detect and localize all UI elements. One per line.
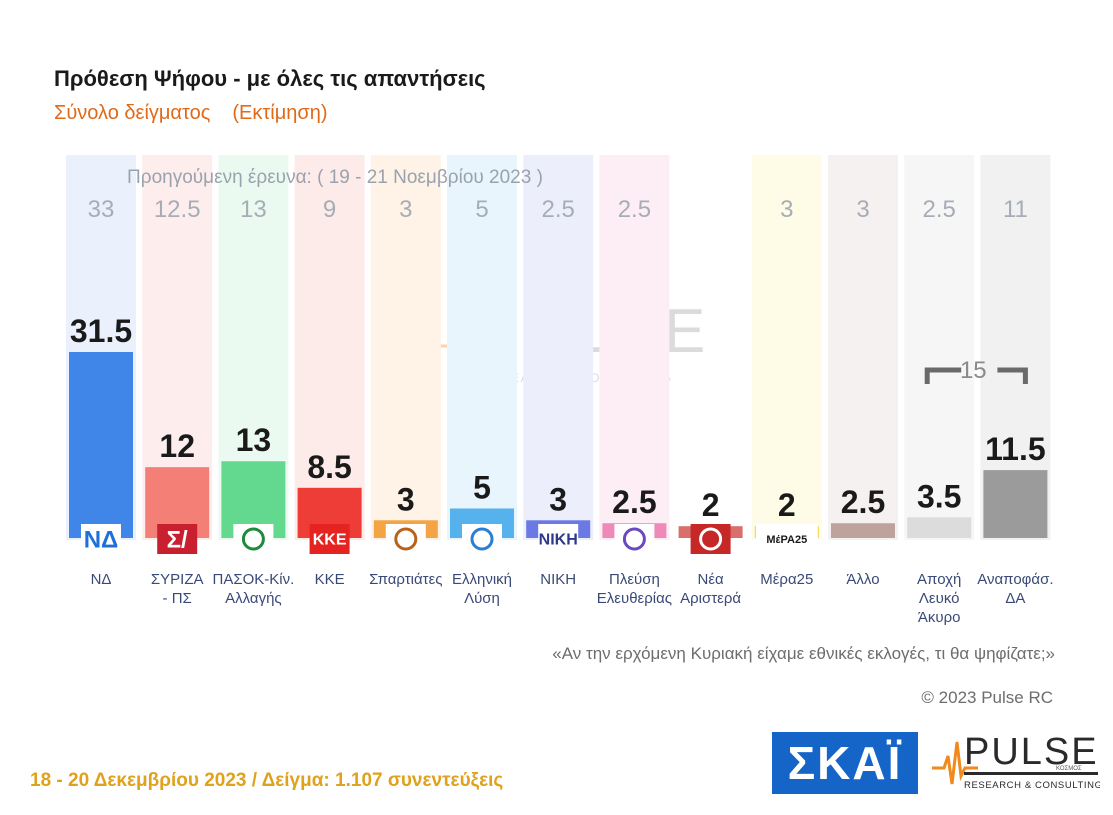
previous-value-label: 13 (240, 196, 267, 223)
column-background (904, 155, 975, 540)
category-label: Ελληνική (452, 571, 512, 588)
category-label: Αλλαγής (225, 590, 282, 607)
data-label: 3 (549, 481, 567, 517)
previous-value-label: 11 (1003, 196, 1028, 223)
previous-value-label: 3 (780, 196, 793, 223)
pasok-sun-icon-shape (241, 527, 265, 551)
subtitle-left: Σύνολο δείγματος (54, 102, 211, 124)
category-label: Μέρα25 (760, 571, 813, 588)
data-label: 2 (702, 487, 720, 523)
chart-title: Πρόθεση Ψήφου - με όλες τις απαντήσεις (54, 66, 486, 91)
skai-logo-text: ΣΚΑΪ (787, 737, 903, 789)
previous-value-label: 9 (323, 196, 336, 223)
data-label: 11.5 (985, 431, 1046, 467)
kke-logo-icon-text: ΚΚΕ (313, 532, 347, 549)
ship-icon-shape (622, 527, 646, 551)
kke-logo-icon (309, 524, 350, 554)
data-label: 8.5 (307, 449, 351, 485)
previous-survey-label: Προηγούμενη έρευνα: ( 19 - 21 Νοεμβρίου … (127, 167, 543, 188)
pulse-logo: PULSE ΚΟΣΜΟΣ RESEARCH & CONSULTING (932, 731, 1100, 791)
subtitle-right: (Εκτίμηση) (232, 102, 328, 124)
category-label: Νέα (697, 571, 724, 588)
category-label: ΠΑΣΟΚ-Κίν. (213, 571, 295, 588)
pulse-logo-tiny: ΚΟΣΜΟΣ (1056, 766, 1082, 772)
category-label: Άκυρο (918, 609, 961, 626)
mera25-logo-icon (755, 524, 818, 554)
bar (983, 470, 1048, 538)
category-label: Λύση (464, 590, 500, 607)
previous-value-label: 3 (399, 196, 412, 223)
column-background (751, 155, 822, 540)
category-label: - ΠΣ (163, 590, 192, 607)
category-label: Άλλο (846, 571, 879, 588)
category-label: Λευκό (919, 590, 960, 607)
syriza-logo-icon-text: Σ/ (167, 527, 188, 554)
nea-aristera-logo-icon-shape (699, 527, 723, 551)
bar (831, 523, 895, 538)
pulse-logo-sub: RESEARCH & CONSULTING (964, 780, 1100, 791)
column-background (828, 155, 898, 540)
column-background (447, 155, 517, 540)
pulse-logo-main: PULSE (964, 731, 1099, 773)
pulse-logo-underline (964, 772, 1098, 775)
category-label: Πλεύση (609, 571, 660, 588)
data-label: 12 (159, 428, 195, 464)
previous-value-label: 5 (475, 196, 488, 223)
category-label: Αριστερά (680, 590, 741, 607)
category-label: Ελευθερίας (597, 590, 672, 607)
bracket-left (924, 367, 962, 384)
bar (69, 352, 133, 538)
previous-value-label: 12.5 (154, 196, 201, 223)
bracket-right (997, 367, 1028, 384)
category-label: ΚΚΕ (315, 571, 345, 588)
category-label: Σπαρτιάτες (369, 571, 442, 588)
data-label: 2.5 (841, 484, 885, 520)
copyright-note: © 2023 Pulse RC (921, 688, 1053, 707)
previous-value-label: 2.5 (618, 196, 651, 223)
category-label: Αποχή (917, 571, 961, 588)
pulse-wave-icon (932, 741, 978, 785)
data-label: 3.5 (917, 478, 961, 514)
nd-logo-icon-text: ΝΔ (84, 527, 119, 554)
niki-logo-icon (538, 524, 579, 554)
chart-subtitle: Σύνολο δείγματος (Εκτίμηση) (54, 102, 328, 125)
data-label: 13 (236, 422, 272, 458)
data-label: 31.5 (70, 313, 132, 349)
compass-icon-shape (470, 527, 494, 551)
column-background (370, 155, 441, 540)
category-label: ΝΙΚΗ (540, 571, 576, 588)
data-label: 2 (778, 487, 796, 523)
category-label: ΔΑ (1005, 590, 1025, 607)
category-label: ΣΥΡΙΖΑ (151, 571, 204, 588)
skai-logo: ΣΚΑΪ (772, 732, 918, 794)
spartan-helmet-icon-shape (394, 527, 418, 551)
previous-value-label: 33 (88, 196, 115, 223)
data-label: 3 (397, 481, 415, 517)
previous-value-label: 3 (856, 196, 869, 223)
previous-value-label: 2.5 (923, 196, 956, 223)
category-label: ΝΔ (91, 571, 112, 588)
column-background (294, 155, 365, 540)
mera25-logo-icon-text: ΜέΡΑ25 (766, 534, 807, 546)
category-label: Αναποφάσ. (977, 571, 1053, 588)
data-label: 5 (473, 469, 491, 505)
column-background (523, 155, 594, 540)
previous-value-label: 2.5 (542, 196, 575, 223)
syriza-logo-icon (157, 524, 198, 554)
data-label: 2.5 (612, 484, 656, 520)
column-background (599, 155, 670, 540)
nd-logo-icon (81, 524, 121, 554)
survey-question: «Αν την ερχόμενη Κυριακή είχαμε εθνικές … (552, 644, 1055, 663)
survey-footer: 18 - 20 Δεκεμβρίου 2023 / Δείγμα: 1.107 … (30, 770, 504, 791)
niki-logo-icon-text: ΝΙΚΗ (539, 532, 578, 549)
bracket-total-label: 15 (960, 357, 987, 384)
bar (907, 517, 972, 538)
